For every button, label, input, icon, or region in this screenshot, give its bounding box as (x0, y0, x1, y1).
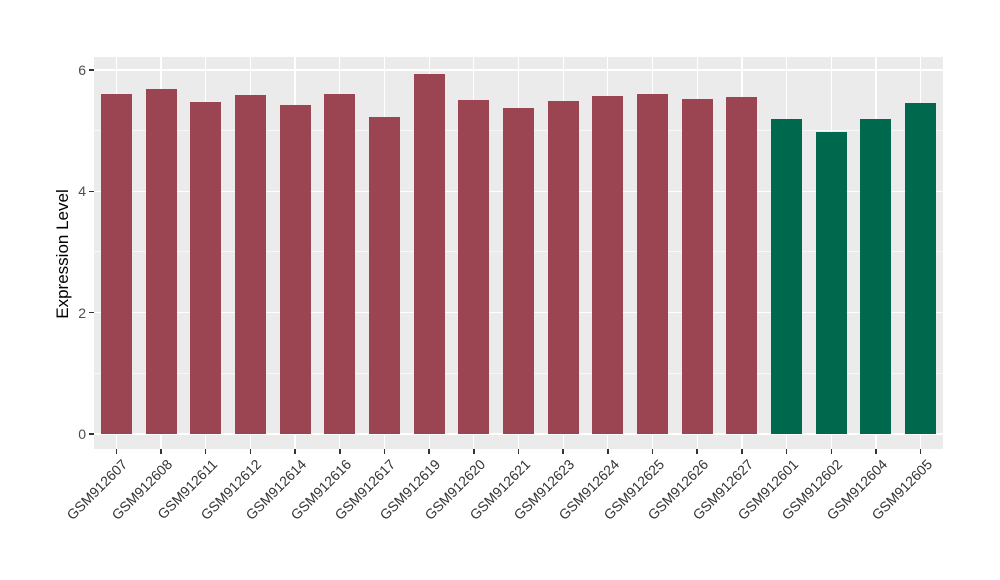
bar-GSM912624 (592, 96, 624, 434)
x-tick-mark (785, 449, 788, 454)
y-tick-label: 4 (78, 183, 86, 200)
x-tick-mark (428, 449, 430, 454)
bar-GSM912604 (860, 119, 892, 434)
plot-panel (94, 57, 943, 449)
bar-GSM912608 (145, 88, 177, 434)
x-tick-mark (473, 449, 475, 454)
x-tick-mark (160, 449, 162, 454)
x-tick-mark (204, 449, 207, 454)
bar-GSM912616 (324, 93, 356, 434)
bar-GSM912620 (458, 100, 490, 434)
bar-GSM912627 (726, 97, 758, 434)
bar-GSM912611 (190, 102, 222, 434)
x-tick-mark (249, 449, 252, 454)
bar-GSM912625 (637, 93, 669, 434)
y-tick-mark (89, 69, 94, 71)
bar-GSM912605 (905, 102, 937, 434)
bar-GSM912601 (771, 118, 803, 434)
y-tick-mark (89, 190, 94, 193)
y-tick-label: 2 (78, 304, 86, 321)
bar-GSM912614 (279, 105, 311, 434)
x-tick-mark (741, 449, 743, 454)
x-tick-mark (339, 449, 341, 454)
y-tick-mark (89, 311, 94, 314)
bar-GSM912619 (413, 74, 445, 434)
x-tick-mark (115, 449, 118, 454)
x-tick-mark (607, 449, 609, 454)
bar-GSM912626 (681, 98, 713, 434)
x-tick-mark (919, 449, 922, 454)
x-tick-mark (830, 449, 833, 454)
x-tick-mark (383, 449, 386, 454)
gridline-horizontal-major (94, 433, 943, 435)
x-tick-mark (562, 449, 564, 454)
x-tick-mark (875, 449, 877, 454)
y-tick-mark (89, 433, 94, 435)
x-tick-mark (517, 449, 520, 454)
x-tick-mark (294, 449, 296, 454)
bar-GSM912607 (100, 94, 132, 434)
y-tick-label: 0 (78, 426, 86, 442)
gridline-horizontal-major (94, 69, 943, 71)
y-tick-label: 6 (78, 61, 86, 78)
bar-GSM912623 (547, 100, 579, 434)
bar-GSM912617 (368, 117, 400, 434)
bar-GSM912621 (503, 107, 534, 434)
bar-GSM912612 (234, 95, 266, 434)
x-tick-mark (651, 449, 654, 454)
bar-GSM912602 (815, 132, 847, 434)
x-tick-mark (696, 449, 698, 454)
